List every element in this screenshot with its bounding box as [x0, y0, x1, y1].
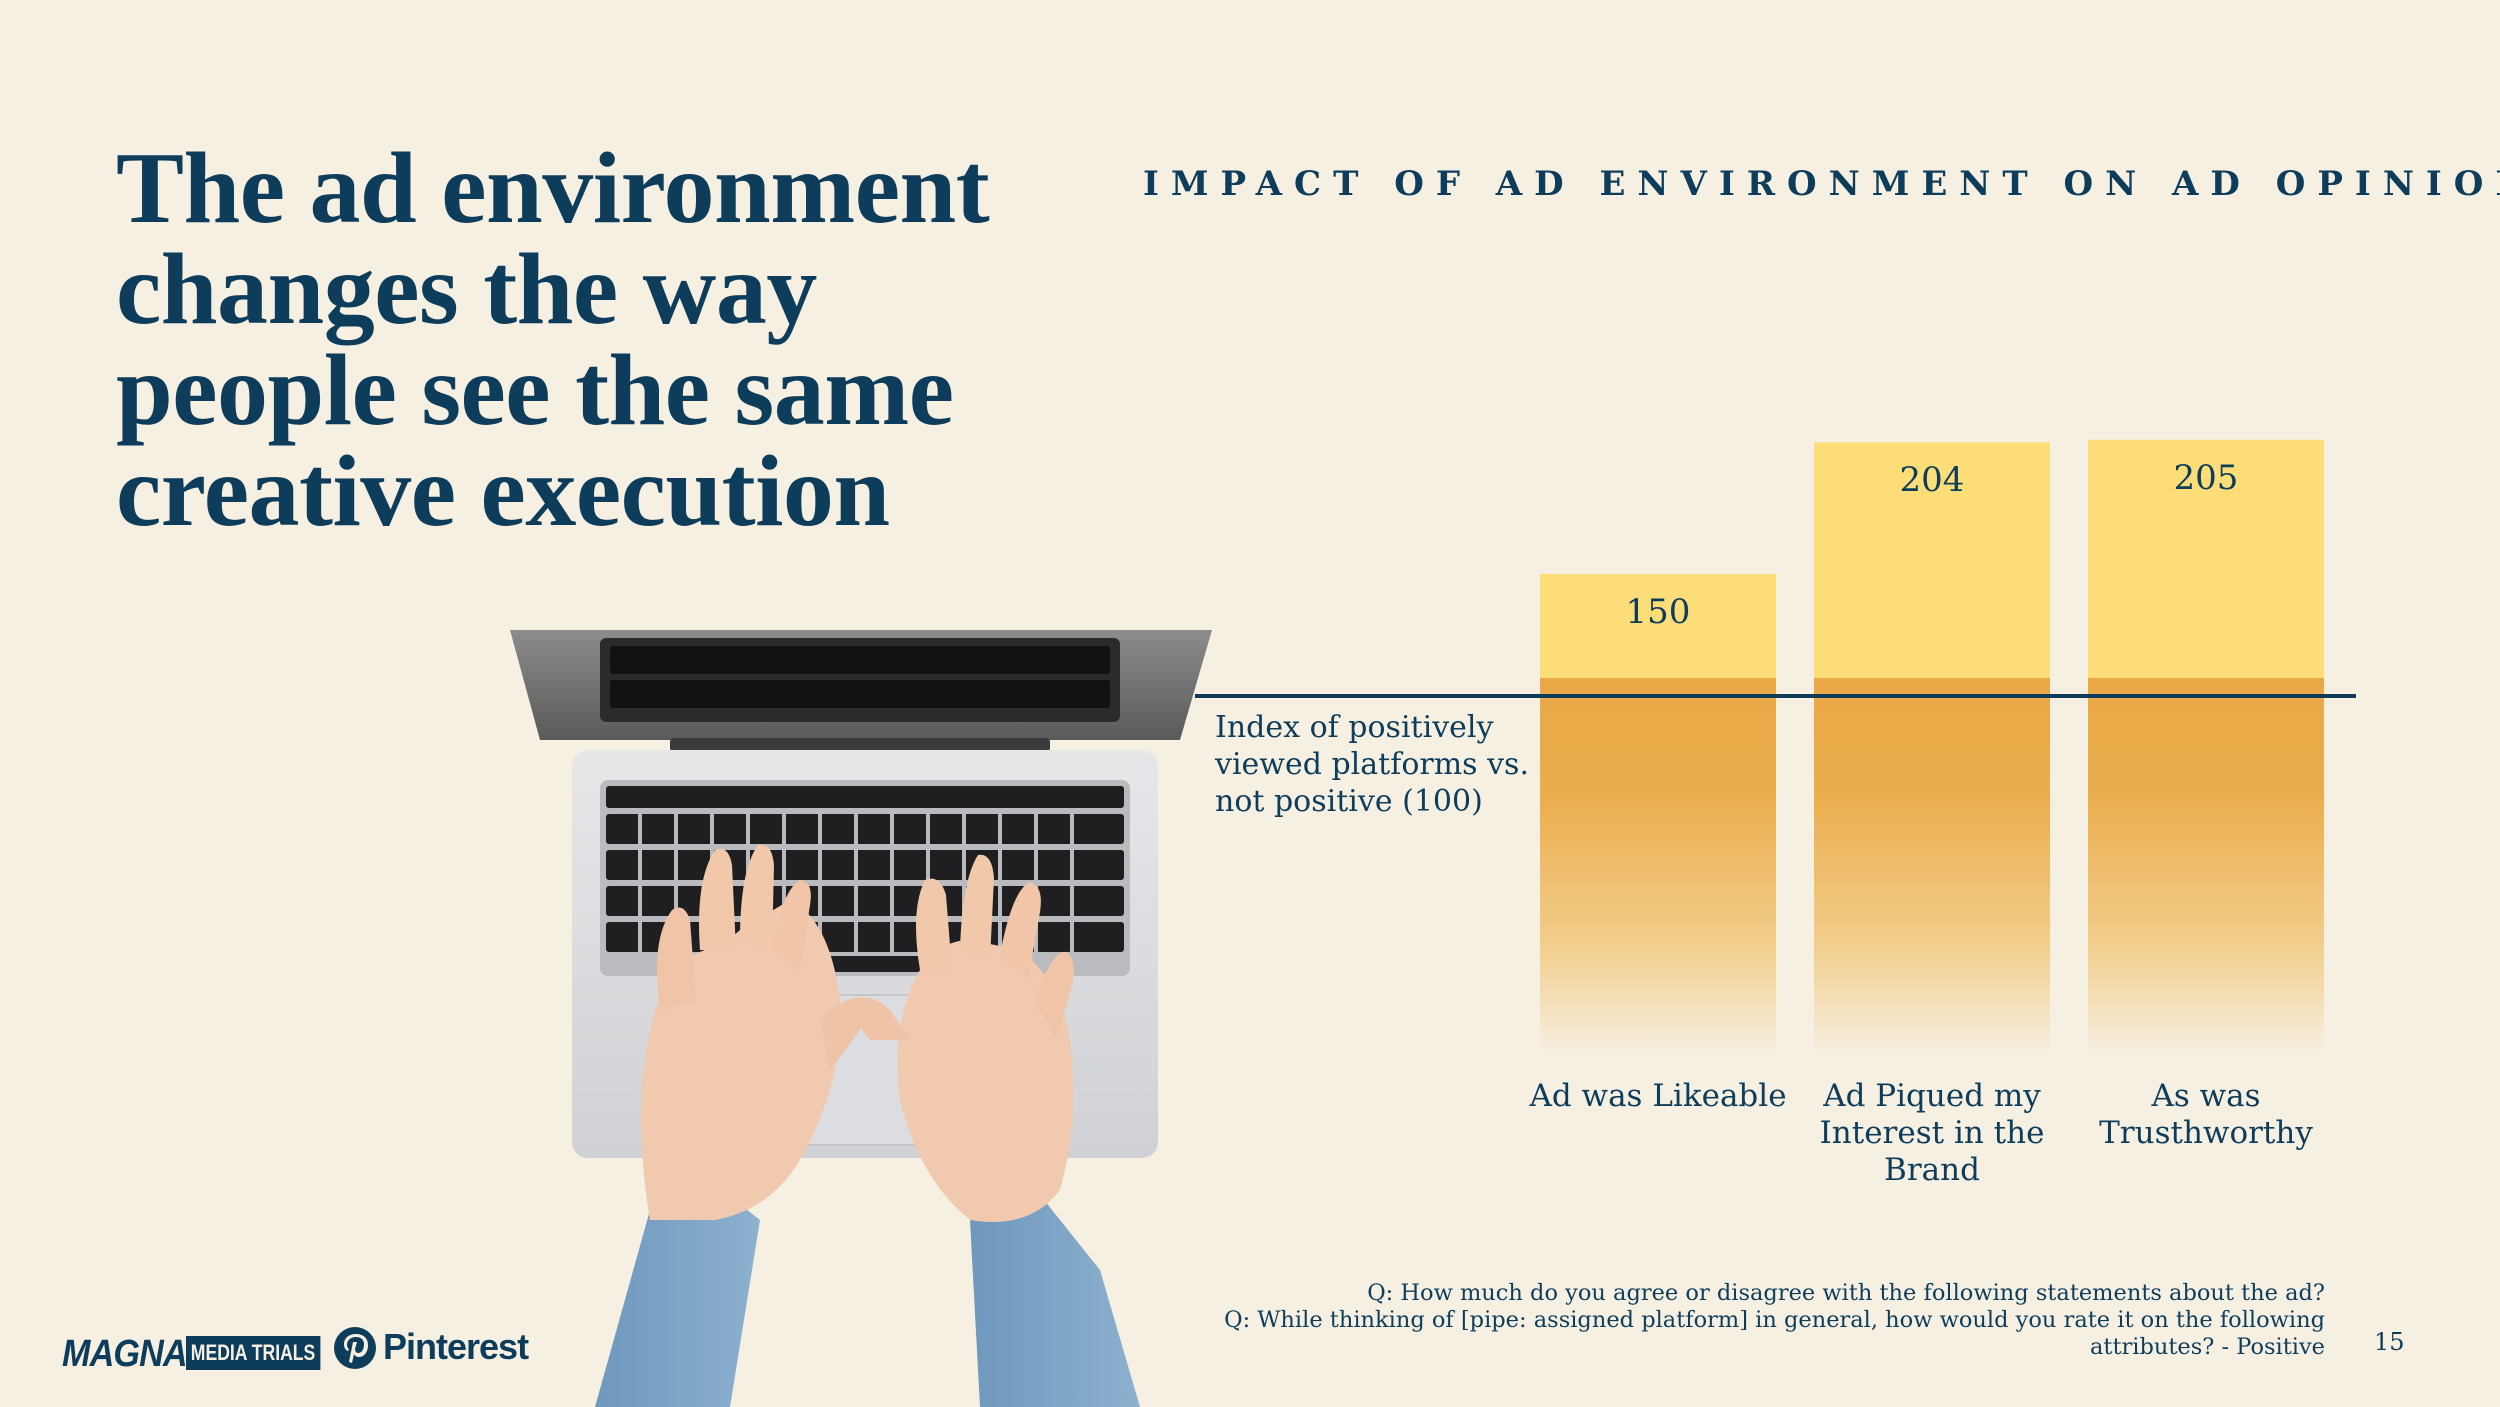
footnote: Q: How much do you agree or disagree wit… [1125, 1280, 2325, 1361]
category-label-interest: Ad Piqued my Interest in the Brand [1819, 1078, 2045, 1188]
bar-value-interest: 204 [1900, 460, 1965, 500]
bar-upper-trustworthy [2088, 439, 2324, 696]
magna-logo: MAGNA [62, 1333, 188, 1375]
page-number: 15 [2374, 1328, 2405, 1356]
bar-upper-interest [1814, 442, 2050, 696]
footnote-line-3: attributes? - Positive [2090, 1334, 2325, 1360]
category-label-likeable: Ad was Likeable [1529, 1078, 1787, 1114]
media-trials-logo: MEDIA TRIALS [186, 1336, 321, 1370]
bar-value-trustworthy: 205 [2174, 458, 2239, 498]
bar-lower-interest [1814, 678, 2050, 1055]
bar-value-likeable: 150 [1626, 592, 1691, 632]
footnote-line-1: Q: How much do you agree or disagree wit… [1367, 1280, 2325, 1306]
bar-lower-likeable [1540, 678, 1776, 1055]
bar-upper-likeable [1540, 574, 1776, 696]
pinterest-logo: Pinterest [383, 1326, 529, 1367]
headline: The ad environment changes the way peopl… [116, 132, 990, 548]
footnote-line-2: Q: While thinking of [pipe: assigned pla… [1224, 1307, 2325, 1333]
chart-title: IMPACT OF AD ENVIRONMENT ON AD OPINIONS [1143, 164, 2500, 204]
bar-lower-trustworthy [2088, 678, 2324, 1055]
pinterest-icon [334, 1327, 376, 1369]
category-label-trustworthy: As was Trusthworthy [2099, 1078, 2313, 1151]
baseline-label: Index of positively viewed platforms vs.… [1215, 710, 1529, 819]
laptop-hands-icon [510, 630, 1212, 1407]
